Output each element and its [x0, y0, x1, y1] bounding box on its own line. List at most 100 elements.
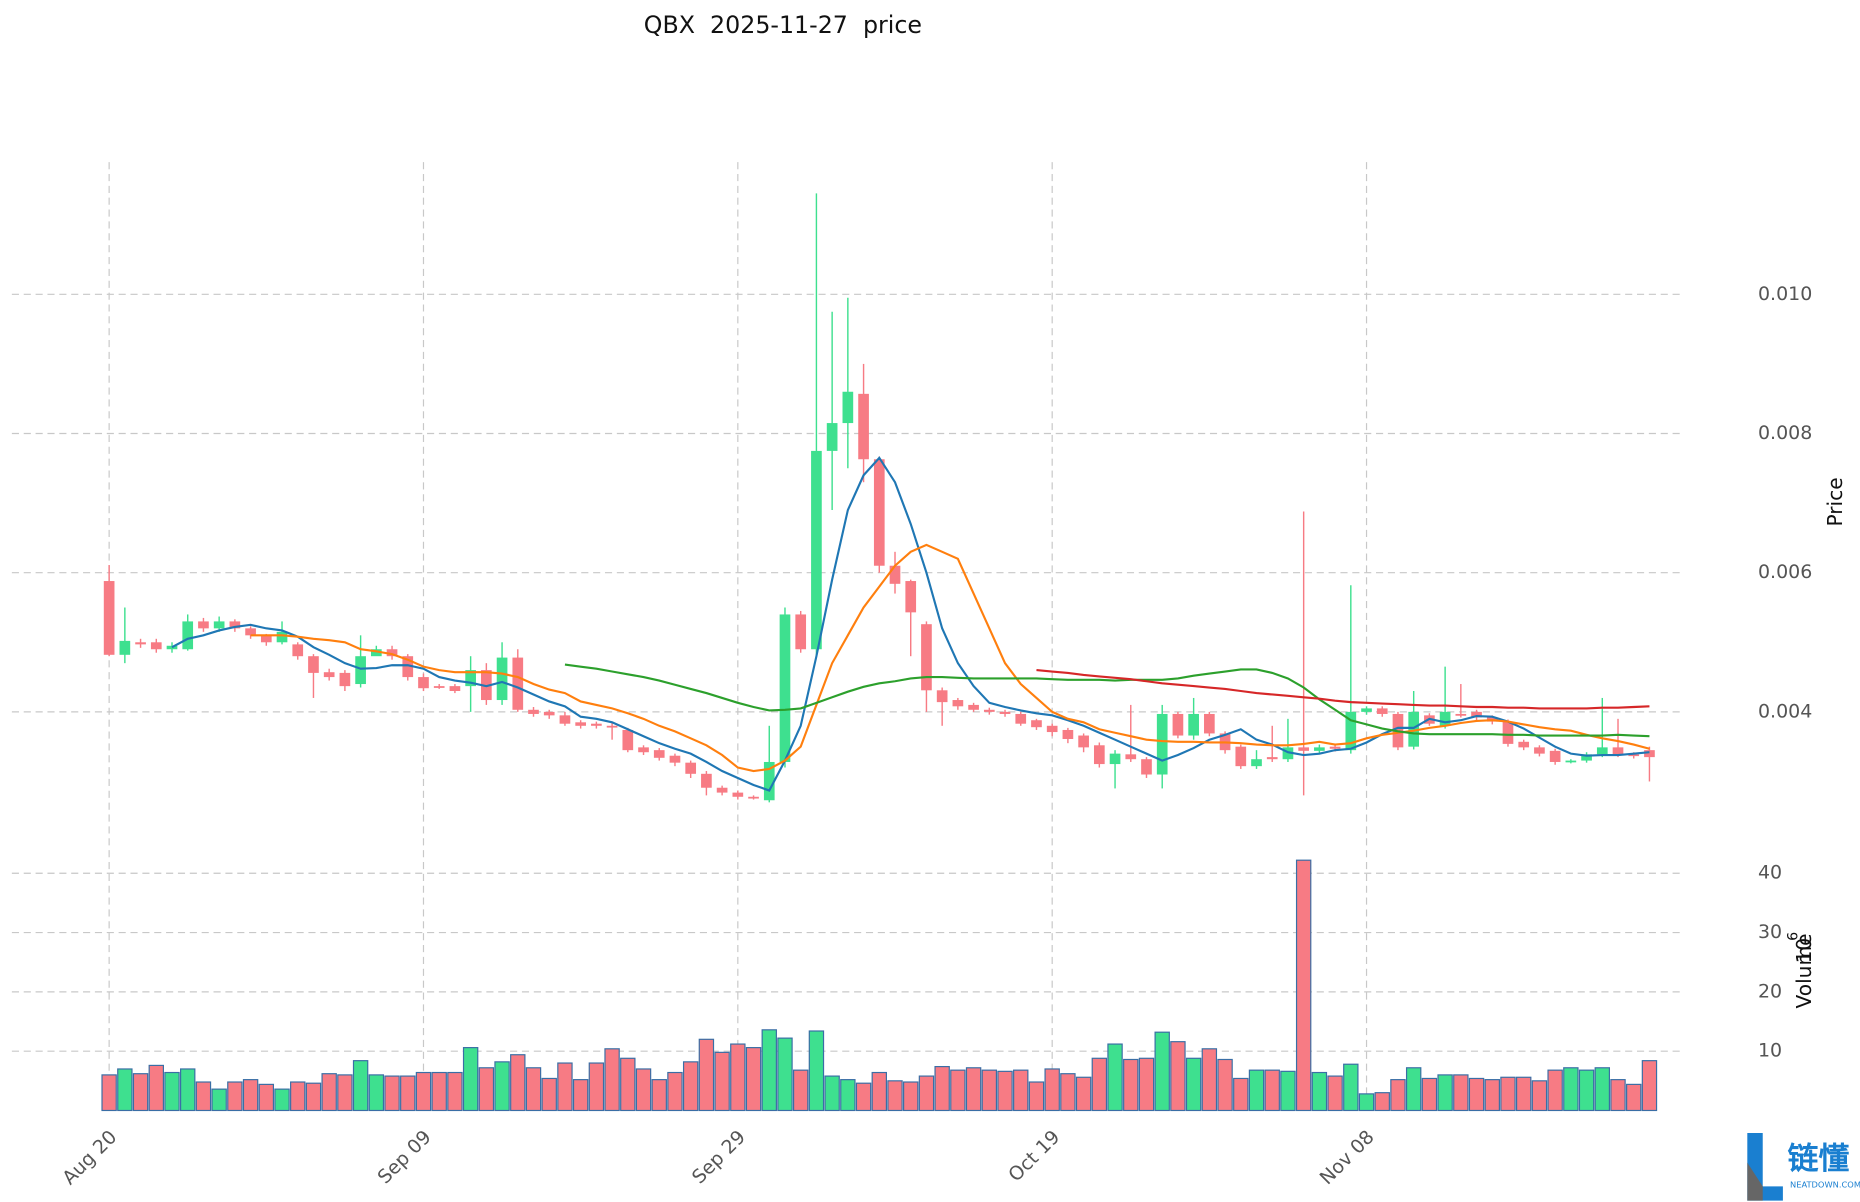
volume-bar	[1437, 1074, 1453, 1112]
volume-bar	[1060, 1073, 1076, 1112]
volume-bar	[352, 1060, 369, 1112]
volume-bar	[887, 1080, 903, 1112]
candle-body	[999, 711, 1011, 714]
volume-bar	[1374, 1092, 1390, 1112]
candle-body	[1188, 713, 1199, 736]
volume-bar	[211, 1088, 227, 1112]
volume-bar	[1641, 1060, 1658, 1112]
volume-bar	[588, 1062, 605, 1112]
candle-body	[245, 628, 256, 636]
volume-bar	[1295, 859, 1312, 1112]
candle-body	[512, 657, 524, 710]
volume-bar	[855, 1082, 872, 1112]
candle-body	[1439, 711, 1451, 726]
volume-bar	[1610, 1079, 1626, 1112]
candle-body	[1345, 711, 1357, 751]
candle-body	[355, 656, 366, 685]
volume-bar	[682, 1061, 699, 1112]
volume-bar	[290, 1081, 306, 1112]
candle-body	[622, 729, 634, 751]
candle-body	[1361, 708, 1372, 712]
watermark-text: 链懂	[1788, 1141, 1850, 1177]
volume-bar	[305, 1082, 322, 1112]
candle-body	[1549, 750, 1561, 762]
candle-body	[1644, 750, 1655, 758]
candle-body	[905, 581, 917, 613]
candle-body	[1251, 759, 1262, 767]
candle-body	[685, 762, 697, 774]
volume-bar	[1044, 1068, 1060, 1112]
volume-bar	[1217, 1058, 1233, 1112]
volume-bar	[1626, 1083, 1642, 1112]
volume-bar	[557, 1062, 573, 1112]
candle-body	[1628, 754, 1640, 757]
volume-bar	[777, 1037, 793, 1112]
chart-title: QBX 2025-11-27 price	[644, 11, 922, 39]
volume-tick-label: 10	[1758, 1040, 1782, 1062]
candle-body	[135, 642, 146, 645]
volume-bar	[1311, 1071, 1328, 1112]
volume-bar	[572, 1079, 589, 1112]
volume-tick-label: 40	[1758, 862, 1782, 884]
candle-body	[1581, 754, 1592, 761]
candle-body	[952, 700, 964, 707]
volume-bar	[934, 1066, 950, 1112]
volume-bar	[1578, 1069, 1595, 1112]
volume-bar	[918, 1075, 935, 1112]
x-tick-label: Aug 20	[58, 1126, 121, 1189]
volume-bar	[384, 1075, 400, 1112]
candle-body	[496, 657, 508, 701]
volume-bar	[981, 1069, 998, 1112]
moving-average-line	[250, 543, 1650, 773]
volume-bar	[730, 1043, 746, 1112]
volume-bar	[824, 1075, 840, 1112]
volume-bar	[965, 1067, 982, 1112]
candle-body	[716, 787, 728, 793]
candle-body	[638, 747, 649, 753]
candle-body	[1141, 759, 1152, 775]
y-tick-label: 0.010	[1758, 283, 1812, 305]
candle-body	[1109, 753, 1121, 765]
candle-body	[1376, 708, 1388, 714]
volume-bar	[462, 1047, 479, 1112]
volume-bar	[1185, 1057, 1202, 1112]
volume-bar	[1515, 1076, 1532, 1112]
volume-bar	[337, 1074, 353, 1112]
volume-bar	[871, 1071, 887, 1112]
volume-bar	[903, 1081, 919, 1112]
candle-body	[198, 621, 209, 629]
volume-bar	[1327, 1075, 1343, 1112]
volume-bar	[1563, 1067, 1579, 1112]
candle-body	[418, 677, 429, 689]
candle-body	[1093, 745, 1105, 765]
volume-bar	[1405, 1067, 1422, 1112]
candle-body	[591, 723, 602, 726]
candle-body	[795, 614, 807, 650]
candle-body	[889, 565, 901, 584]
volume-tick-label: 20	[1758, 980, 1782, 1002]
candle-body	[276, 631, 288, 643]
candle-body	[1471, 711, 1482, 718]
y-axis-label: Price	[1823, 477, 1847, 526]
candle-body	[1046, 725, 1058, 733]
candle-body	[465, 670, 476, 687]
candle-body	[1596, 747, 1608, 755]
x-tick-label: Nov 08	[1316, 1126, 1379, 1189]
candle-body	[606, 725, 618, 728]
candle-body	[653, 750, 665, 758]
volume-bar	[635, 1068, 652, 1112]
candle-body	[119, 640, 131, 655]
y-tick-label: 0.008	[1758, 422, 1812, 444]
candle-body	[182, 621, 194, 650]
volume-bar	[667, 1071, 683, 1112]
candle-body	[1031, 720, 1042, 728]
volume-bar	[148, 1064, 164, 1112]
candle-body	[575, 722, 586, 726]
volume-bar	[698, 1038, 715, 1112]
volume-bar	[1594, 1067, 1611, 1112]
candle-body	[968, 704, 979, 710]
candle-body	[449, 686, 461, 691]
volume-bar	[494, 1061, 510, 1112]
candle-body	[811, 450, 822, 650]
volume-bar	[525, 1067, 542, 1112]
